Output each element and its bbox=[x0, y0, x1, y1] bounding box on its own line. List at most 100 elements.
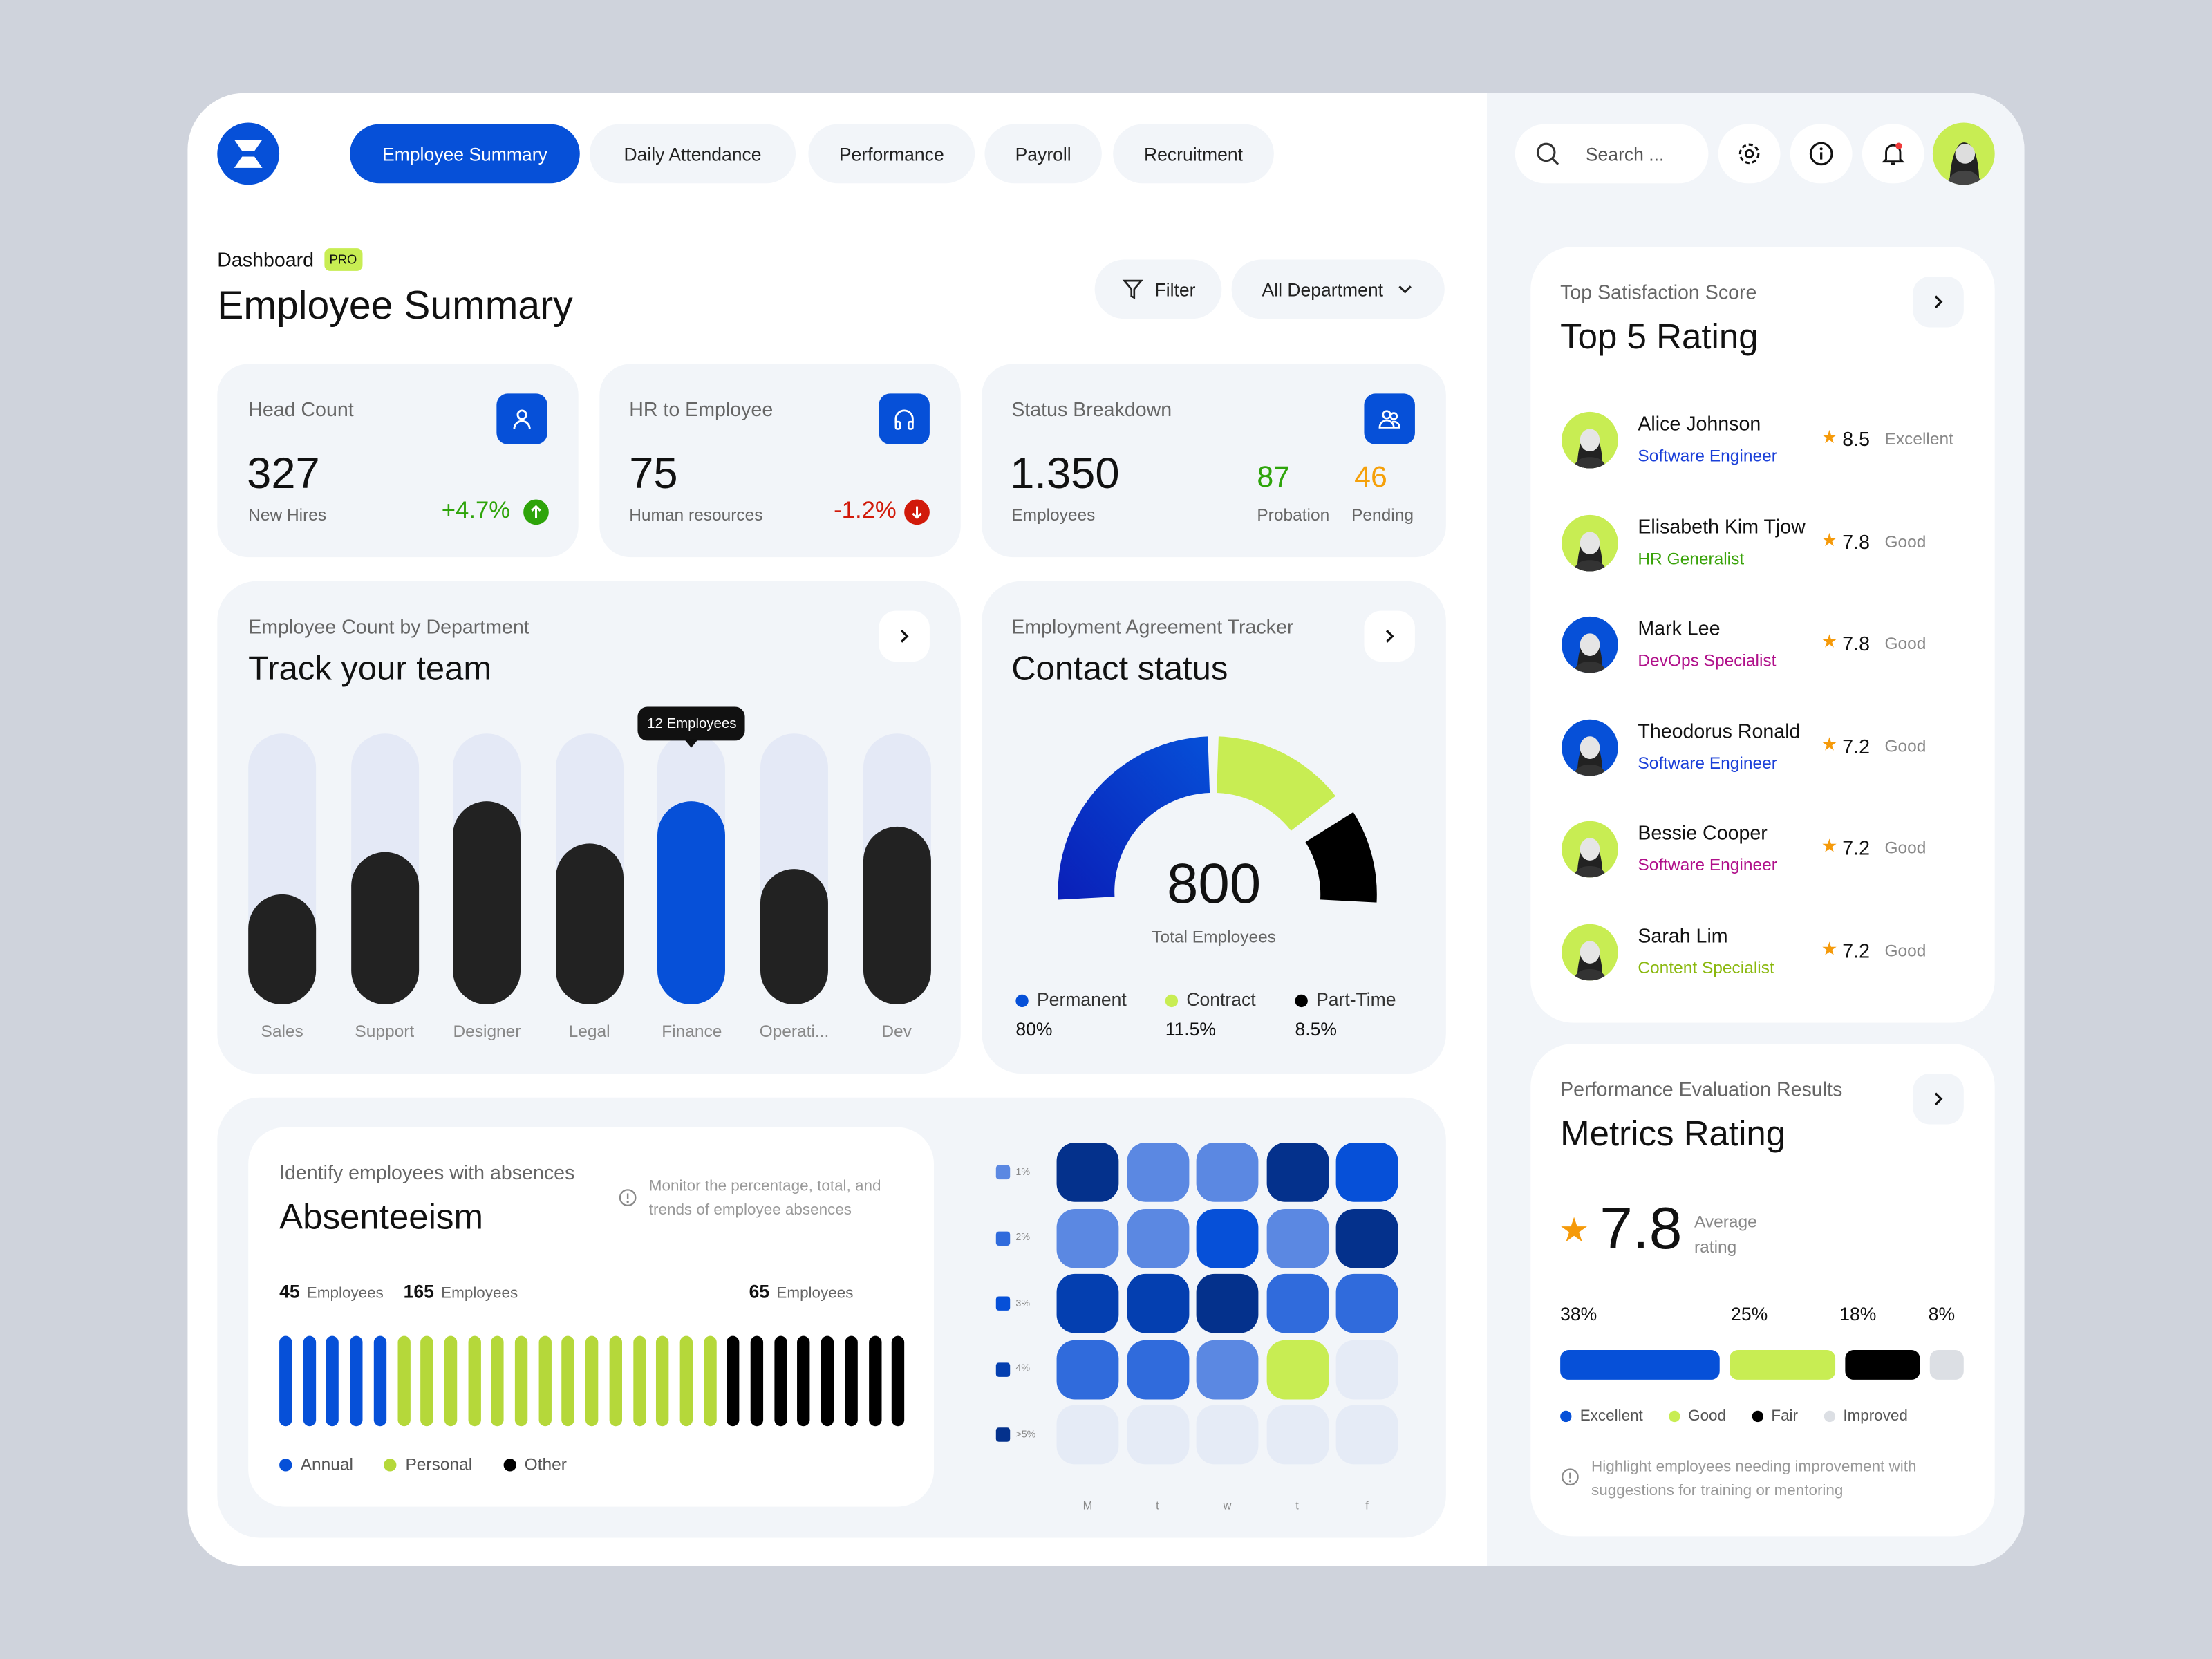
rating-list-item[interactable]: Bessie Cooper Software Engineer ★ 7.2 Good bbox=[1562, 809, 1985, 888]
notifications-button[interactable] bbox=[1862, 124, 1924, 184]
heatmap-cell-r3-c1[interactable] bbox=[1126, 1339, 1189, 1399]
tab-payroll[interactable]: Payroll bbox=[984, 124, 1102, 184]
heatmap-cell-r3-c2[interactable] bbox=[1196, 1339, 1259, 1399]
rating-list-item[interactable]: Mark Lee DevOps Specialist ★ 7.8 Good bbox=[1562, 606, 1985, 684]
tab-recruitment[interactable]: Recruitment bbox=[1113, 124, 1274, 184]
heatmap-cell-r0-c4[interactable] bbox=[1335, 1143, 1398, 1202]
avatar bbox=[1562, 821, 1618, 878]
person-role: HR Generalist bbox=[1638, 547, 1745, 568]
heatmap-cell-r2-c3[interactable] bbox=[1266, 1273, 1329, 1333]
user-avatar[interactable] bbox=[1932, 122, 1995, 185]
heatmap-cell-r0-c0[interactable] bbox=[1056, 1143, 1119, 1202]
person-grade: Good bbox=[1884, 838, 1927, 858]
legend-part-time: Part-Time 8.5% bbox=[1295, 989, 1396, 1040]
filter-button[interactable]: Filter bbox=[1094, 259, 1222, 319]
bar-legal[interactable] bbox=[555, 843, 624, 1005]
bar-finance[interactable] bbox=[657, 801, 726, 1005]
person-grade: Good bbox=[1884, 531, 1927, 551]
logo-icon[interactable] bbox=[217, 122, 280, 185]
bar-designer[interactable] bbox=[453, 801, 521, 1005]
top-rating-open-button[interactable] bbox=[1913, 276, 1964, 328]
heatmap-cell-r1-c3[interactable] bbox=[1266, 1208, 1329, 1268]
heatmap-cell-r1-c4[interactable] bbox=[1335, 1208, 1398, 1268]
heatmap-cell-r2-c4[interactable] bbox=[1335, 1273, 1398, 1333]
heatmap-cell-r0-c3[interactable] bbox=[1266, 1143, 1329, 1202]
heatmap-legend-item: 3% bbox=[995, 1296, 1030, 1311]
metric-segment-improved[interactable] bbox=[1930, 1350, 1964, 1380]
avatar bbox=[1562, 616, 1618, 673]
metrics-title: Metrics Rating bbox=[1560, 1114, 1786, 1154]
department-select[interactable]: All Department bbox=[1231, 259, 1445, 319]
absence-bar-personal bbox=[632, 1335, 646, 1427]
metric-segment-fair[interactable] bbox=[1844, 1350, 1920, 1380]
hr-sub: Human resources bbox=[629, 505, 763, 525]
bar-dev[interactable] bbox=[863, 826, 931, 1005]
heatmap-cell-r3-c0[interactable] bbox=[1056, 1339, 1119, 1399]
legend-improved: Improved bbox=[1823, 1408, 1908, 1425]
heatmap-day-label: w bbox=[1223, 1499, 1232, 1512]
legend-dot bbox=[279, 1459, 292, 1472]
contract-open-button[interactable] bbox=[1364, 610, 1415, 662]
person-grade: Good bbox=[1884, 633, 1927, 653]
heatmap-cell-r2-c2[interactable] bbox=[1196, 1273, 1259, 1333]
heatmap-cell-r1-c1[interactable] bbox=[1126, 1208, 1189, 1268]
department-open-button[interactable] bbox=[879, 610, 930, 662]
heatmap-cell-r4-c4[interactable] bbox=[1335, 1405, 1398, 1465]
status-value: 1.350 bbox=[1010, 448, 1120, 498]
heatmap-cell-r4-c2[interactable] bbox=[1196, 1405, 1259, 1465]
heatmap-cell-r0-c2[interactable] bbox=[1196, 1143, 1259, 1202]
rating-list-item[interactable]: Sarah Lim Content Specialist ★ 7.2 Good bbox=[1562, 912, 1985, 991]
top-rating-title: Top 5 Rating bbox=[1560, 317, 1759, 357]
legend-excellent: Excellent bbox=[1560, 1408, 1643, 1425]
legend-label: Contract bbox=[1186, 988, 1256, 1011]
absence-bar-personal bbox=[609, 1335, 622, 1427]
headphones-icon bbox=[879, 393, 930, 444]
legend-swatch bbox=[995, 1427, 1011, 1442]
heatmap-cell-r1-c2[interactable] bbox=[1196, 1208, 1259, 1268]
absence-bar-other bbox=[845, 1335, 858, 1427]
heatmap-cell-r3-c3[interactable] bbox=[1266, 1339, 1329, 1399]
bar-sales[interactable] bbox=[248, 894, 317, 1005]
heatmap-cell-r4-c0[interactable] bbox=[1056, 1405, 1119, 1465]
metric-segment-excellent[interactable] bbox=[1560, 1350, 1721, 1380]
settings-button[interactable] bbox=[1718, 124, 1781, 184]
legend-dot bbox=[1560, 1410, 1572, 1423]
bar-support[interactable] bbox=[350, 852, 419, 1005]
absenteeism-subtitle: Identify employees with absences bbox=[279, 1161, 575, 1184]
absence-group-label: 45 Employees bbox=[279, 1281, 384, 1302]
legend-swatch bbox=[995, 1165, 1011, 1180]
search-input[interactable]: Search ... bbox=[1515, 124, 1709, 184]
head-count-card: Head Count 327 New Hires +4.7% bbox=[217, 364, 579, 558]
filter-label: Filter bbox=[1154, 279, 1196, 300]
breadcrumb-dashboard[interactable]: Dashboard bbox=[217, 248, 315, 271]
person-score: 7.2 bbox=[1842, 836, 1871, 859]
legend-label: 4% bbox=[1015, 1364, 1031, 1374]
rating-list-item[interactable]: Alice Johnson Software Engineer ★ 8.5 Excell… bbox=[1562, 401, 1985, 480]
heatmap-cell-r3-c4[interactable] bbox=[1335, 1339, 1398, 1399]
metric-segment-good[interactable] bbox=[1730, 1350, 1835, 1380]
bar-label: Finance bbox=[662, 1021, 722, 1042]
absence-bar-chart bbox=[279, 1335, 914, 1427]
bar-label: Sales bbox=[261, 1021, 303, 1042]
bar-operati[interactable] bbox=[760, 869, 828, 1005]
rating-list-item[interactable]: Theodorus Ronald Software Engineer ★ 7.2 Goo… bbox=[1562, 707, 1985, 786]
heatmap-cell-r2-c0[interactable] bbox=[1056, 1273, 1119, 1333]
star-icon: ★ bbox=[1821, 733, 1838, 754]
legend-value: 80% bbox=[1015, 1018, 1053, 1040]
heatmap-cell-r4-c3[interactable] bbox=[1266, 1405, 1329, 1465]
absence-bar-other bbox=[868, 1335, 881, 1427]
tab-daily-attendance[interactable]: Daily Attendance bbox=[590, 124, 796, 184]
tab-employee-summary[interactable]: Employee Summary bbox=[350, 124, 580, 184]
legend-dot bbox=[1668, 1410, 1680, 1423]
heatmap-cell-r2-c1[interactable] bbox=[1126, 1273, 1189, 1333]
contract-card: Employment Agreement Tracker Contact sta… bbox=[982, 581, 1446, 1074]
person-name: Alice Johnson bbox=[1638, 411, 1761, 435]
tab-performance[interactable]: Performance bbox=[808, 124, 975, 184]
metrics-open-button[interactable] bbox=[1913, 1074, 1964, 1125]
contract-subtitle: Employment Agreement Tracker bbox=[1011, 615, 1294, 638]
heatmap-cell-r0-c1[interactable] bbox=[1126, 1143, 1189, 1202]
rating-list-item[interactable]: Elisabeth Kim Tjow HR Generalist ★ 7.8 Good bbox=[1562, 503, 1985, 582]
info-button[interactable] bbox=[1790, 124, 1853, 184]
heatmap-cell-r4-c1[interactable] bbox=[1126, 1405, 1189, 1465]
heatmap-cell-r1-c0[interactable] bbox=[1056, 1208, 1119, 1268]
